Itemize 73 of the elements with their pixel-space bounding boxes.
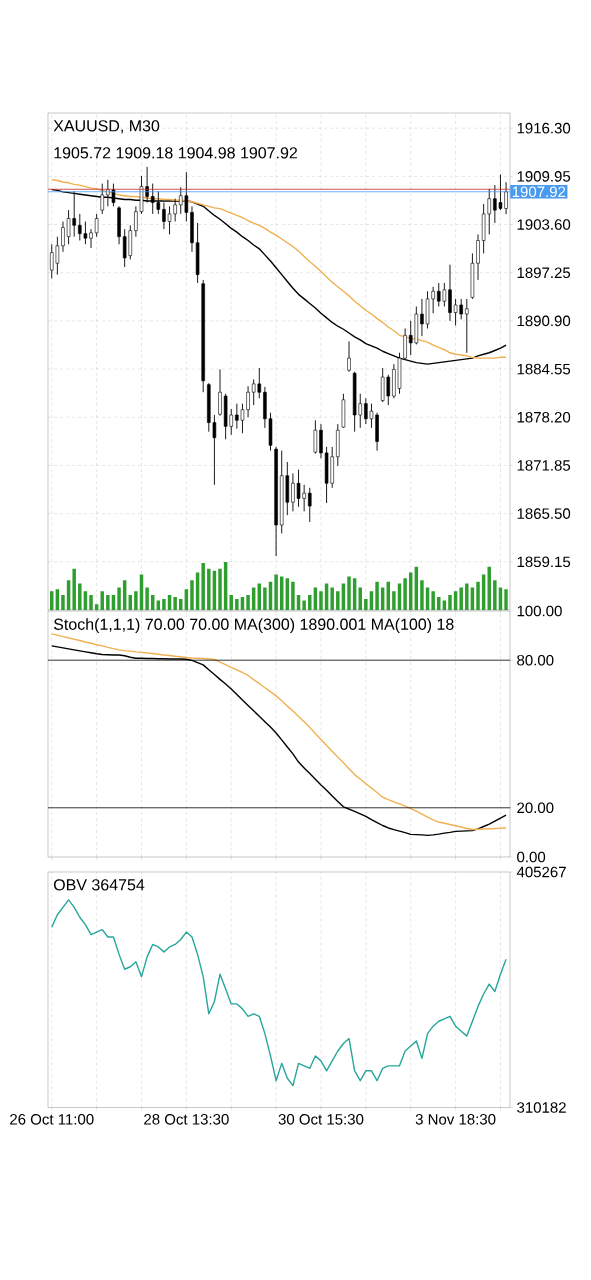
text: 1905.72 1909.18 1904.98 1907.92 (54, 147, 298, 159)
y-tick-label: 310182 (517, 1102, 566, 1113)
y-tick-label: 405267 (516, 866, 566, 878)
y-tick-label: 1890.90 (517, 315, 571, 327)
y-tick-label: 1903.60 (517, 219, 571, 230)
y-tick-label: 1865.50 (517, 508, 571, 519)
bar (347, 576, 351, 610)
bar (162, 598, 166, 610)
bar (72, 568, 76, 610)
candlestick (313, 419, 318, 455)
x-tick-label: 30 Oct 15:30 (278, 1114, 364, 1125)
y-tick-label: 100.00 (517, 605, 562, 617)
bar (173, 597, 177, 610)
bar (437, 597, 441, 610)
bar (156, 600, 161, 610)
bar (330, 587, 334, 610)
y-tick-label: 1859.15 (517, 556, 571, 568)
ref-line-label: 1907.92 (512, 186, 566, 198)
bar (246, 595, 250, 610)
bar (493, 580, 497, 610)
chart-title: OBV 364754 (53, 879, 145, 891)
y-tick-label: 1878.20 (517, 411, 571, 423)
bar (145, 587, 149, 610)
bar (392, 591, 396, 610)
bar (302, 600, 306, 610)
bar (117, 587, 121, 610)
y-tick-label: 1884.55 (517, 363, 571, 375)
bar (61, 595, 65, 610)
bar (442, 600, 447, 610)
bar (201, 562, 205, 610)
bar (476, 581, 480, 610)
candlestick (347, 340, 351, 373)
bar (336, 591, 340, 610)
candlestick (94, 213, 99, 238)
bar (94, 604, 99, 610)
x-tick-label: 28 Oct 13:30 (144, 1114, 229, 1125)
candlestick (218, 369, 222, 417)
bar (319, 591, 323, 610)
y-tick-label: 0.00 (517, 851, 546, 863)
candlestick (308, 487, 312, 523)
bar (218, 568, 222, 610)
bar (235, 598, 239, 610)
bar (459, 587, 463, 610)
bar (403, 578, 407, 610)
bar (291, 581, 295, 610)
bar (375, 581, 379, 610)
y-tick-label: 1871.85 (517, 460, 571, 471)
candlestick (465, 298, 469, 354)
bar (420, 580, 424, 610)
y-tick-label: 80.00 (517, 654, 554, 666)
y-tick-label: 20.00 (517, 802, 554, 814)
bar (431, 591, 435, 610)
bar (274, 574, 278, 610)
bar (465, 583, 469, 610)
bar (448, 595, 452, 610)
y-tick-label: 1916.30 (517, 122, 571, 134)
bar (190, 580, 194, 610)
bar (106, 595, 110, 610)
bar (134, 591, 138, 610)
bar (263, 587, 267, 610)
y-tick-label: 1897.25 (517, 267, 571, 279)
chart-title: XAUUSD, M30 (53, 120, 160, 134)
x-tick-label: 26 Oct 11:00 (10, 1114, 94, 1125)
chart-title: Stoch(1,1,1) 70.00 70.00 MA(300) 1890.001 MA(100) 18 (53, 618, 454, 634)
bar (308, 595, 312, 610)
bar (358, 587, 362, 610)
bar (100, 591, 104, 610)
x-tick-label: 3 Nov 18:30 (415, 1114, 496, 1125)
y-tick-label: 1909.95 (517, 171, 571, 182)
bar (207, 568, 211, 610)
bar (78, 583, 82, 610)
bar (364, 598, 368, 610)
bar (89, 595, 93, 610)
